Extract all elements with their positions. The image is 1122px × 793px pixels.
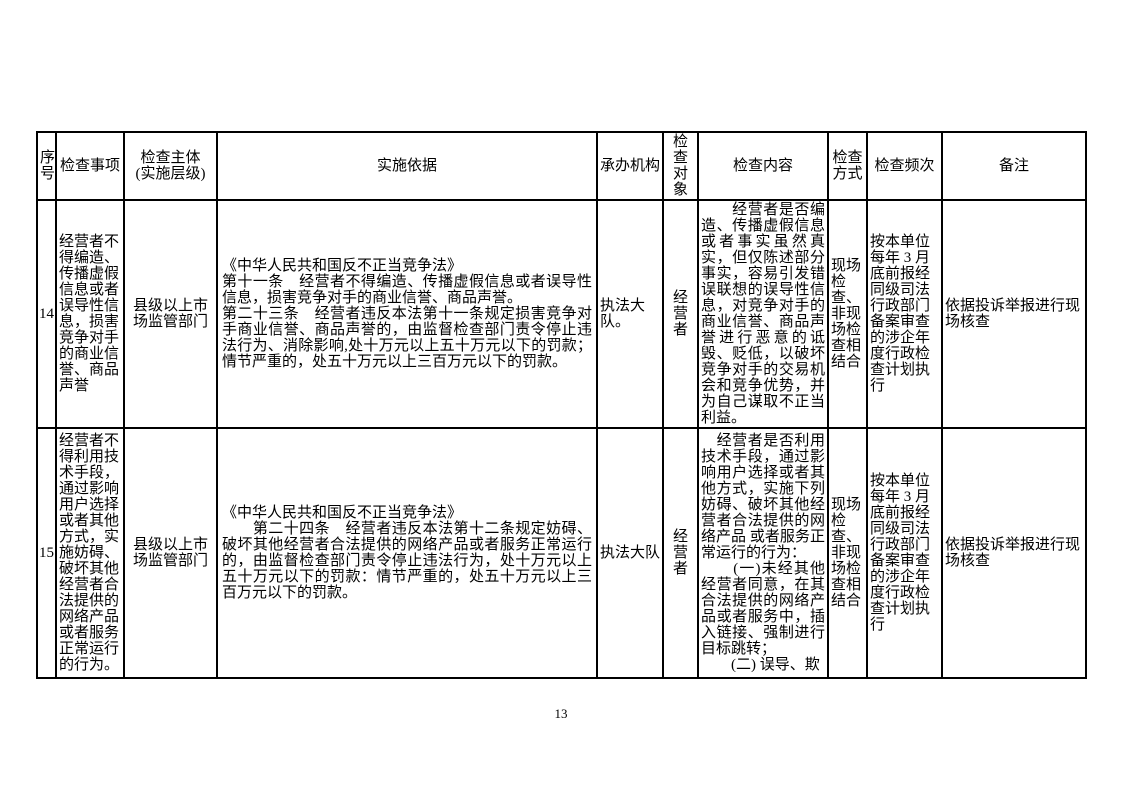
col-header-frequency: 检查频次 [866, 131, 943, 201]
col-header-basis: 实施依据 [216, 131, 598, 201]
row15-item-cell: 经营者不得利用技术手段，通过影响用户选择或者其他方式，实施妨碍、破坏其他经营者合… [55, 427, 125, 679]
row15-content-cell: 经营者是否利用技术手段，通过影响用户选择或者其他方式，实施下列妨碍、破坏其他经营… [697, 427, 829, 679]
table-row: 14 经营者不得编造、传播虚假信息或者误导性信息，损害竞争对手的商业信誉、商品声… [36, 199, 1087, 429]
row14-basis-cell: 《中华人民共和国反不正当竞争法》 第十一条 经营者不得编造、传播虚假信息或者误导… [216, 199, 598, 429]
row14-subject-cell: 县级以上市场监管部门 [123, 199, 218, 429]
table-row: 15 经营者不得利用技术手段，通过影响用户选择或者其他方式，实施妨碍、破坏其他经… [36, 427, 1087, 679]
row14-frequency-cell: 按本单位每年 3 月底前报经同级司法行政部门备案审查的涉企年度行政检查计划执行 [866, 199, 943, 429]
inspection-items-table: 序号 检查事项 检查主体 (实施层级) 实施依据 承办机构 检查对象 检查内容 … [36, 131, 1087, 679]
row15-target-cell: 经营者 [662, 427, 699, 679]
page-number: 13 [554, 706, 568, 721]
row15-seq-cell: 15 [36, 427, 57, 679]
row14-agency-cell: 执法大队。 [596, 199, 664, 429]
col-header-agency: 承办机构 [596, 131, 664, 201]
col-header-content: 检查内容 [697, 131, 829, 201]
row14-remark-cell: 依据投诉举报进行现场核查 [941, 199, 1087, 429]
col-header-seq: 序号 [36, 131, 57, 201]
row15-frequency-cell: 按本单位每年 3 月底前报经同级司法行政部门备案审查的涉企年度行政检查计划执行 [866, 427, 943, 679]
col-header-subject: 检查主体 (实施层级) [123, 131, 218, 201]
row14-target-cell: 经营者 [662, 199, 699, 429]
row15-method-cell: 现场检查、非现场检查相结合 [827, 427, 868, 679]
row14-content-cell: 经营者是否编造、传播虚假信息或者事实虽然真实，但仅陈述部分事实，容易引发错误联想… [697, 199, 829, 429]
row14-item-cell: 经营者不得编造、传播虚假信息或者误导性信息，损害竞争对手的商业信誉、商品声誉 [55, 199, 125, 429]
row15-agency-cell: 执法大队 [596, 427, 664, 679]
col-header-remark: 备注 [941, 131, 1087, 201]
row15-basis-cell: 《中华人民共和国反不正当竞争法》 第二十四条 经营者违反本法第十二条规定妨碍、破… [216, 427, 598, 679]
row14-seq-cell: 14 [36, 199, 57, 429]
table-header-row: 序号 检查事项 检查主体 (实施层级) 实施依据 承办机构 检查对象 检查内容 … [36, 131, 1087, 201]
row14-method-cell: 现场检查、非现场检查相结合 [827, 199, 868, 429]
col-header-method: 检查方式 [827, 131, 868, 201]
row15-remark-cell: 依据投诉举报进行现场核查 [941, 427, 1087, 679]
col-header-item: 检查事项 [55, 131, 125, 201]
col-header-target: 检查对象 [662, 131, 699, 201]
row15-subject-cell: 县级以上市场监管部门 [123, 427, 218, 679]
